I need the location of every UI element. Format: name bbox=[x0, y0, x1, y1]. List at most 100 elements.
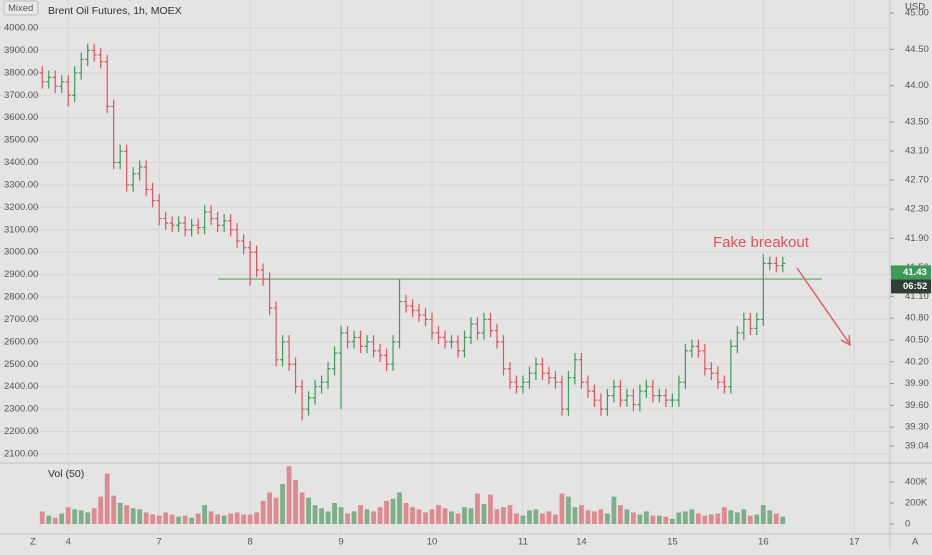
y-tick-label: 2600.00 bbox=[4, 336, 38, 347]
volume-bar bbox=[78, 510, 84, 524]
volume-bar bbox=[624, 509, 630, 524]
volume-bar bbox=[410, 507, 415, 524]
y2-tick-label: 39.30 bbox=[905, 422, 929, 433]
volume-bar bbox=[195, 513, 201, 524]
volume-bar bbox=[377, 507, 383, 524]
volume-bar bbox=[319, 508, 324, 524]
volume-bar bbox=[449, 511, 454, 524]
y-tick-label: 3300.00 bbox=[4, 179, 38, 190]
x-tick-label: 15 bbox=[667, 537, 678, 548]
volume-bar bbox=[280, 484, 285, 524]
volume-bar bbox=[442, 508, 448, 524]
volume-title: Vol (50) bbox=[48, 468, 84, 480]
y-tick-label: 2100.00 bbox=[4, 448, 38, 459]
volume-bar bbox=[689, 509, 695, 524]
y-tick-label: 2300.00 bbox=[4, 404, 38, 415]
volume-bar bbox=[734, 512, 740, 524]
volume-bar bbox=[150, 514, 156, 524]
volume-bar bbox=[293, 479, 298, 524]
volume-bar bbox=[46, 515, 52, 524]
y-tick-label: 3900.00 bbox=[4, 45, 38, 56]
y-tick-label: 3100.00 bbox=[4, 224, 38, 235]
volume-bar bbox=[611, 496, 617, 524]
edge-label[interactable]: Z bbox=[30, 537, 36, 548]
volume-bar bbox=[540, 513, 545, 524]
volume-bar bbox=[468, 508, 474, 524]
last-price-label: 41.43 bbox=[903, 267, 927, 278]
volume-bar bbox=[397, 492, 402, 524]
volume-bar bbox=[527, 510, 532, 524]
volume-bar bbox=[351, 511, 357, 524]
y-tick-label: 3700.00 bbox=[4, 90, 38, 101]
y-tick-label: 3200.00 bbox=[4, 202, 38, 213]
volume-bar bbox=[371, 511, 376, 524]
volume-bar bbox=[773, 513, 779, 524]
volume-bar bbox=[721, 507, 727, 524]
volume-bar bbox=[137, 509, 143, 524]
y2-tick-label: 42.30 bbox=[905, 204, 929, 215]
volume-bar bbox=[501, 507, 506, 524]
timer-badge bbox=[891, 279, 931, 294]
volume-bar bbox=[423, 512, 428, 524]
volume-bar bbox=[767, 510, 773, 524]
edge-label[interactable]: A bbox=[912, 537, 919, 548]
volume-bar bbox=[488, 494, 493, 524]
volume-bar bbox=[247, 514, 253, 524]
volume-bar bbox=[312, 505, 318, 524]
volume-bar bbox=[455, 513, 461, 524]
volume-bar bbox=[202, 505, 208, 524]
volume-bar bbox=[176, 516, 182, 524]
x-tick-label: 4 bbox=[66, 537, 71, 548]
volume-bar bbox=[234, 512, 240, 524]
volume-bar bbox=[267, 492, 272, 524]
volume-bar bbox=[514, 513, 519, 524]
volume-bar bbox=[656, 515, 662, 524]
volume-bar bbox=[559, 493, 565, 524]
volume-bar bbox=[780, 516, 786, 524]
volume-bar bbox=[325, 511, 331, 524]
volume-bar bbox=[111, 495, 117, 524]
volume-bar bbox=[117, 502, 123, 524]
volume-bar bbox=[169, 514, 175, 524]
x-tick-label: 8 bbox=[247, 537, 252, 548]
volume-bar bbox=[676, 512, 682, 524]
arrow-head bbox=[840, 334, 851, 347]
volume-bar bbox=[462, 507, 467, 524]
volume-bar bbox=[416, 509, 422, 524]
volume-bar bbox=[332, 502, 337, 524]
volume-bar bbox=[215, 514, 221, 524]
volume-bar bbox=[715, 513, 721, 524]
x-tick-label: 17 bbox=[849, 537, 860, 548]
x-tick-label: 11 bbox=[518, 537, 528, 548]
volume-bar bbox=[39, 511, 45, 524]
volume-bar bbox=[592, 511, 597, 524]
left-axis-label[interactable]: Mixed bbox=[8, 3, 33, 14]
y2-tick-label: 45.00 bbox=[905, 8, 929, 19]
volume-bar bbox=[384, 500, 389, 524]
volume-bar bbox=[143, 512, 149, 524]
y2-tick-label: 41.10 bbox=[905, 291, 929, 302]
y-tick-label: 3800.00 bbox=[4, 67, 38, 78]
y2-tick-label: 40.80 bbox=[905, 313, 929, 324]
right-axis-label: USD bbox=[905, 2, 925, 13]
volume-bar bbox=[124, 505, 130, 524]
volume-bar bbox=[546, 511, 552, 524]
volume-bar bbox=[254, 512, 260, 524]
y-tick-label: 2800.00 bbox=[4, 292, 38, 303]
y-tick-label: 3600.00 bbox=[4, 112, 38, 123]
x-tick-label: 7 bbox=[157, 537, 162, 548]
y2-tick-label: 40.50 bbox=[905, 334, 929, 345]
volume-bar bbox=[702, 515, 708, 524]
volume-bar bbox=[358, 505, 363, 524]
volume-bar bbox=[241, 514, 247, 524]
volume-bar bbox=[306, 497, 311, 524]
timer-label: 06:52 bbox=[903, 281, 927, 292]
y2-tick-label: 39.60 bbox=[905, 400, 929, 411]
volume-bar bbox=[228, 513, 234, 524]
mode-badge[interactable] bbox=[3, 0, 39, 16]
volume-bar bbox=[507, 505, 513, 524]
volume-bar bbox=[637, 514, 643, 524]
volume-bar bbox=[208, 511, 214, 524]
x-tick-label: 14 bbox=[576, 537, 587, 548]
volume-bar bbox=[741, 509, 747, 524]
